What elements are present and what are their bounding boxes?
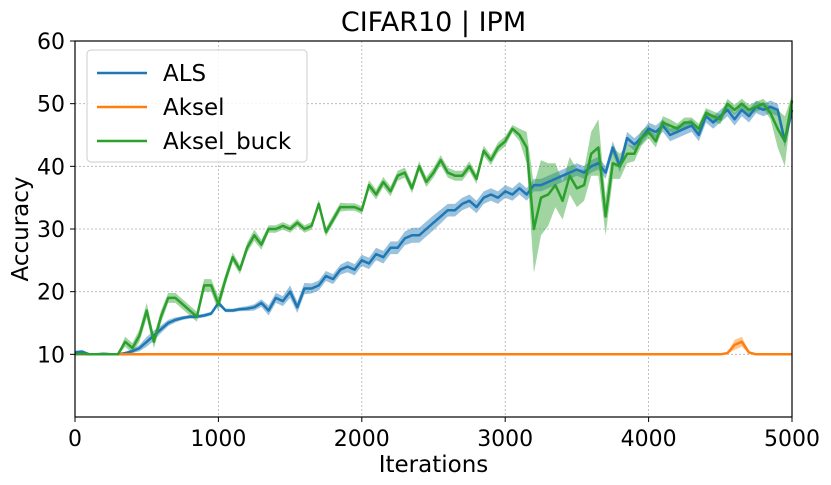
series-band-2 <box>75 95 792 356</box>
legend: ALS Aksel Aksel_buck <box>86 49 308 163</box>
series-line-1 <box>75 340 792 356</box>
y-tick-label: 10 <box>37 343 65 368</box>
series-line-2 <box>74 100 794 356</box>
legend-label-2: Aksel_buck <box>163 129 292 155</box>
chart-title: CIFAR10 | IPM <box>341 7 526 38</box>
confidence-bands <box>75 95 792 356</box>
series-line-0 <box>74 105 794 356</box>
y-tick-label: 20 <box>37 281 65 306</box>
y-tick-label: 30 <box>37 218 65 243</box>
x-tick-label: 3000 <box>477 427 533 452</box>
y-tick-label: 40 <box>37 155 65 180</box>
x-tick-label: 2000 <box>334 427 390 452</box>
legend-box <box>86 49 308 163</box>
x-tick-label: 1000 <box>190 427 246 452</box>
x-tick-label: 4000 <box>621 427 677 452</box>
x-axis-label: Iterations <box>379 452 489 478</box>
axis-ticks: 0 1000 2000 3000 4000 5000 10 20 30 40 50 60 <box>37 30 820 452</box>
legend-label-0: ALS <box>163 61 206 87</box>
series-lines <box>74 100 794 356</box>
y-tick-label: 60 <box>37 30 65 55</box>
series-band-1 <box>75 336 792 355</box>
series-band-0 <box>75 100 792 356</box>
x-tick-label: 0 <box>68 427 82 452</box>
y-tick-label: 50 <box>37 93 65 118</box>
legend-label-1: Aksel <box>163 95 225 121</box>
x-tick-label: 5000 <box>764 427 820 452</box>
y-axis-label: Accuracy <box>8 176 34 281</box>
